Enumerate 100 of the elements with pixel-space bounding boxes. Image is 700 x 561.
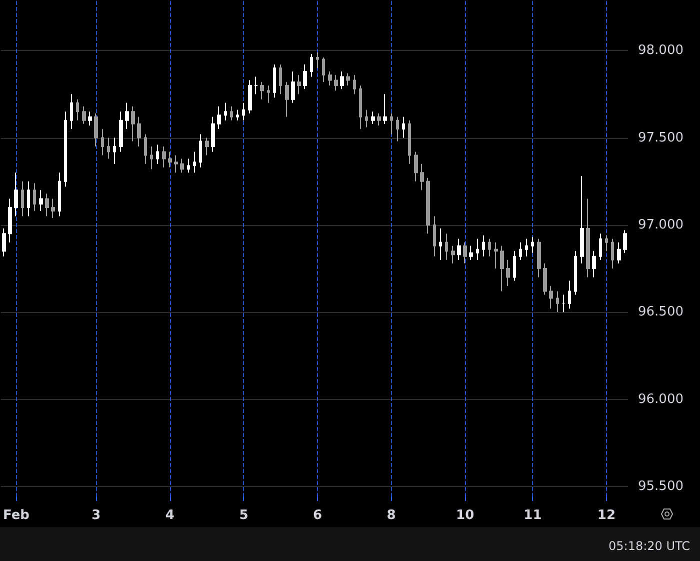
candlestick [371,111,375,124]
candlestick [580,176,584,264]
candlestick [359,84,362,130]
candlestick [248,80,252,114]
candlestick [353,74,356,95]
candlestick [21,180,24,217]
candlestick [14,172,18,217]
candlestick [254,76,258,95]
candlestick [599,233,602,260]
candlestick [420,163,424,191]
candlestick [439,228,442,260]
candlestick [119,111,123,152]
candlestick [457,238,461,260]
candlestick [396,116,399,142]
y-tick-label: 97.000 [638,217,684,232]
x-tick-label: 3 [92,508,101,523]
candlestick [125,102,129,130]
candlestick [482,234,485,257]
candlestick [605,234,608,252]
candlestick [310,54,313,78]
candlestick [500,245,504,292]
candlestick [537,238,541,278]
candlestick [377,112,381,126]
candlestick [211,116,215,152]
candlestick [76,98,79,121]
candlestick [193,151,196,174]
candlestick [58,172,61,217]
candlestick [322,57,325,82]
candlestick [162,146,166,168]
y-tick-label: 98.000 [638,43,684,58]
candlestick [383,94,387,124]
candlestick [592,250,596,278]
candlestick [101,128,104,156]
candlestick [617,242,621,264]
candlestick [426,177,430,234]
candlestick [611,238,614,270]
candlestick [494,242,498,270]
candlestick [519,242,522,260]
x-tick-label: 10 [456,508,474,523]
candlestick [267,84,270,104]
candlestick [260,81,264,100]
candlestick [297,74,301,95]
y-tick-label: 95.500 [638,479,684,494]
candlestick [334,74,338,92]
candlestick [408,120,411,164]
candlestick [463,242,467,264]
candlestick [291,71,295,104]
candlestick [205,137,209,156]
candlestick [340,71,344,90]
candlestick [199,134,202,168]
candlestick [549,285,553,310]
candlestick [346,72,350,86]
candlestick [113,137,116,164]
candlestick [236,109,239,121]
candlestick [150,146,153,170]
candlestick [27,180,30,217]
candlestick [488,238,491,257]
candlestick [45,193,49,217]
candlestick [230,106,233,121]
candlestick [137,116,141,147]
candlestick [242,102,245,121]
candlestick [279,64,282,95]
candlestick [64,111,67,188]
candlestick [51,198,55,218]
candlestick [168,151,172,168]
candlestick [224,102,227,121]
candlestick [94,112,98,147]
candlestick [33,182,36,212]
candlestick [303,64,307,90]
candlestick [469,245,473,260]
candlestick [88,111,92,126]
candlestick [476,238,479,260]
candlestick [8,198,12,243]
candlestick [131,106,135,142]
candlestick [39,190,43,212]
candlestick [144,134,147,164]
y-tick-label: 97.500 [638,130,684,146]
candlestick [174,154,178,174]
candlestick [414,151,418,182]
candlestick [156,144,159,164]
candlestick [506,259,510,286]
candlestick [568,280,571,310]
candlestick [531,236,534,254]
candlestick [70,94,73,130]
candlestick [180,158,184,174]
candlestick [562,294,565,313]
candlestick [187,158,190,174]
x-tick-label: 8 [386,508,396,523]
candlestick [2,228,6,257]
candlestick [543,262,547,296]
candlestick [107,137,110,160]
candlestick [623,230,627,254]
candlestick [390,112,393,135]
x-tick-label: 11 [524,508,542,523]
y-tick-label: 96.000 [638,392,684,407]
candlestick [513,250,516,282]
candlestick [586,198,590,278]
x-tick-label: 6 [312,508,322,523]
candlestick [285,81,289,118]
candlestick [328,71,332,86]
